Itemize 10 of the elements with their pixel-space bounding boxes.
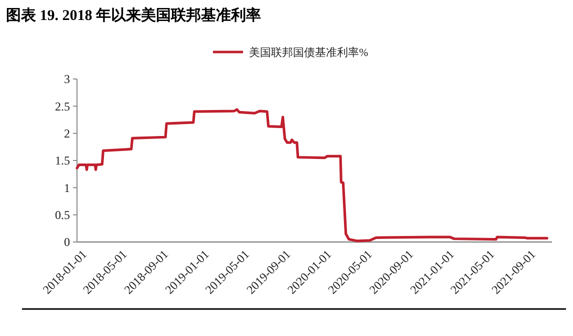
line-series bbox=[76, 108, 548, 242]
legend-label: 美国联邦国债基准利率% bbox=[249, 46, 368, 59]
chart-title: 图表 19. 2018 年以来美国联邦基准利率 bbox=[6, 6, 261, 24]
y-tick-label: 1 bbox=[64, 180, 70, 195]
y-tick-label: 2.5 bbox=[55, 99, 70, 114]
y-tick-label: 1.5 bbox=[55, 154, 70, 168]
y-tick-label: 0 bbox=[64, 235, 70, 250]
y-tick-label: 0.5 bbox=[55, 208, 70, 222]
y-tick-label: 3 bbox=[64, 72, 70, 86]
y-tick-label: 2 bbox=[64, 126, 70, 141]
